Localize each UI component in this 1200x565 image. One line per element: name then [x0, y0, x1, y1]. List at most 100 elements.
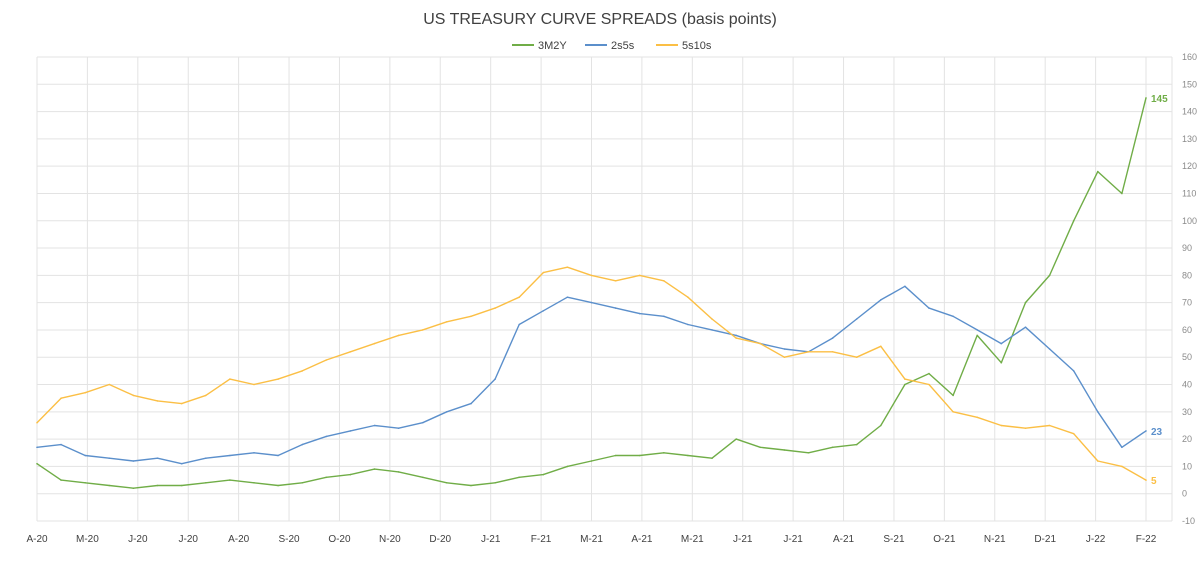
data-point-3m2y	[663, 452, 665, 454]
x-tick-label: J-21	[481, 534, 501, 545]
data-point-5s10s	[1024, 427, 1027, 430]
data-point-2s5s	[325, 435, 328, 438]
legend-label-5s10s: 5s10s	[682, 40, 712, 52]
data-point-5s10s	[880, 345, 882, 348]
y-tick-label: 50	[1182, 352, 1192, 362]
data-point-3m2y	[397, 471, 400, 473]
x-tick-label: J-21	[783, 534, 803, 545]
data-point-2s5s	[132, 460, 135, 462]
y-tick-label: 150	[1182, 79, 1197, 89]
data-point-2s5s	[229, 454, 231, 457]
data-point-5s10s	[421, 329, 424, 331]
x-tick-label: J-21	[733, 534, 753, 545]
data-point-5s10s	[807, 351, 810, 353]
data-point-3m2y	[518, 476, 520, 479]
data-point-2s5s	[84, 454, 86, 457]
data-point-5s10s	[687, 296, 689, 299]
data-point-3m2y	[60, 479, 62, 481]
x-tick-label: O-20	[328, 534, 351, 545]
data-point-5s10s	[1145, 479, 1147, 481]
data-point-3m2y	[783, 449, 786, 451]
end-labels: 145 23 5	[1151, 94, 1168, 487]
x-axis: A-20 M-20 J-20 J-20 A-20 S-20 O-20 N-20 D-20 J-21…	[26, 534, 1156, 545]
data-point-3m2y	[494, 482, 496, 484]
data-point-2s5s	[1072, 370, 1075, 372]
x-tick-label: N-21	[984, 534, 1006, 545]
data-point-5s10s	[904, 378, 906, 380]
y-tick-label: 40	[1182, 380, 1192, 390]
data-point-2s5s	[590, 301, 593, 304]
data-point-5s10s	[205, 394, 207, 397]
data-point-5s10s	[614, 280, 617, 282]
data-point-2s5s	[542, 310, 545, 312]
data-point-3m2y	[1097, 170, 1099, 173]
data-point-3m2y	[711, 457, 713, 460]
data-point-3m2y	[1024, 301, 1027, 304]
data-point-2s5s	[952, 315, 954, 318]
y-tick-label: 90	[1182, 243, 1192, 253]
data-point-2s5s	[1048, 348, 1051, 350]
data-point-3m2y	[156, 484, 159, 487]
data-point-3m2y	[590, 460, 593, 462]
y-tick-label: -10	[1182, 516, 1195, 526]
data-point-5s10s	[1000, 424, 1003, 427]
data-point-3m2y	[446, 482, 448, 484]
x-tick-label: A-21	[631, 534, 653, 545]
data-point-3m2y	[349, 473, 352, 476]
data-point-3m2y	[735, 438, 737, 440]
data-point-2s5s	[156, 457, 159, 460]
data-point-3m2y	[1145, 97, 1147, 99]
x-tick-label: M-21	[580, 534, 603, 545]
data-point-2s5s	[1145, 430, 1147, 432]
y-tick-label: 20	[1182, 434, 1192, 444]
end-label-5s10s: 5	[1151, 476, 1157, 487]
data-point-5s10s	[349, 351, 352, 353]
x-tick-label: S-20	[278, 534, 300, 545]
y-tick-label: 30	[1182, 407, 1192, 417]
data-point-5s10s	[590, 274, 593, 277]
data-point-2s5s	[518, 323, 520, 326]
data-point-3m2y	[638, 454, 641, 457]
data-point-5s10s	[132, 394, 135, 397]
data-point-5s10s	[229, 378, 231, 380]
data-point-3m2y	[373, 468, 376, 470]
data-point-5s10s	[952, 411, 954, 413]
data-point-2s5s	[928, 307, 930, 309]
y-tick-label: 60	[1182, 325, 1192, 335]
data-point-5s10s	[397, 334, 400, 337]
data-point-5s10s	[1048, 424, 1051, 427]
data-point-2s5s	[976, 329, 978, 331]
y-tick-label: 140	[1182, 107, 1197, 117]
y-tick-label: 100	[1182, 216, 1197, 226]
data-point-3m2y	[421, 476, 424, 479]
data-point-5s10s	[518, 296, 520, 299]
data-point-3m2y	[566, 465, 569, 468]
data-point-5s10s	[84, 391, 86, 394]
x-tick-label: F-22	[1136, 534, 1157, 545]
data-point-3m2y	[205, 482, 207, 484]
data-point-5s10s	[180, 402, 183, 405]
data-point-2s5s	[735, 334, 737, 337]
data-point-2s5s	[36, 446, 38, 449]
data-point-5s10s	[542, 271, 545, 274]
legend-label-3m2y: 3M2Y	[538, 40, 567, 52]
data-point-3m2y	[132, 487, 135, 490]
data-point-2s5s	[277, 454, 279, 457]
data-point-2s5s	[566, 296, 569, 299]
data-point-5s10s	[253, 383, 255, 386]
data-point-3m2y	[325, 476, 328, 479]
legend-label-2s5s: 2s5s	[611, 40, 635, 52]
x-tick-label: N-20	[379, 534, 401, 545]
data-point-2s5s	[373, 424, 376, 427]
y-tick-label: 130	[1182, 134, 1197, 144]
data-point-3m2y	[952, 394, 954, 397]
data-point-3m2y	[1000, 361, 1003, 364]
data-point-3m2y	[614, 454, 617, 457]
plot-lines	[36, 97, 1147, 490]
data-point-5s10s	[470, 315, 472, 318]
data-point-3m2y	[807, 452, 810, 454]
data-point-3m2y	[470, 484, 472, 487]
y-tick-label: 70	[1182, 298, 1192, 308]
data-point-5s10s	[1072, 432, 1075, 435]
